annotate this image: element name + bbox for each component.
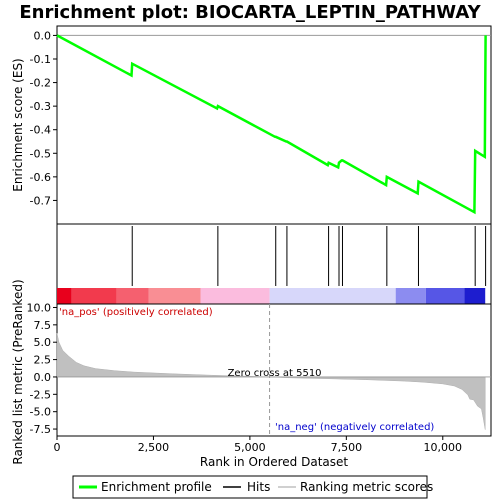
metric-y-tick-label: 2.5 (34, 354, 52, 367)
negative-correlation-label: 'na_neg' (negatively correlated) (275, 422, 434, 433)
color-bar-segment (200, 288, 270, 304)
es-y-tick-label: -0.5 (30, 147, 51, 160)
color-bar-segment (425, 288, 465, 304)
color-bar-segment (116, 288, 149, 304)
es-y-tick-label: -0.6 (30, 171, 51, 184)
es-y-axis: 0.0 -0.1 -0.2 -0.3 -0.4 -0.5 -0.6 -0.7 (30, 29, 57, 207)
es-y-tick-label: -0.2 (30, 77, 51, 90)
es-y-tick-label: -0.1 (30, 53, 51, 66)
x-tick-label: 0 (54, 441, 61, 454)
metric-x-axis: 0 2,500 5,000 7,500 10,000 (54, 436, 463, 454)
hit-markers (131, 226, 487, 286)
es-y-axis-title: Enrichment score (ES) (11, 58, 25, 191)
metric-y-tick-label: 7.5 (34, 319, 52, 332)
color-bar-segment (464, 288, 486, 304)
metric-y-tick-label: -2.5 (30, 388, 51, 401)
color-bar-segment (148, 288, 201, 304)
legend-enrichment-label: Enrichment profile (101, 480, 212, 494)
metric-y-axis: 10.0 7.5 5.0 2.5 0.0 -2.5 -5.0 -7.5 (27, 301, 57, 436)
ranked-metric-panel: Zero cross at 5510 'na_pos' (positively … (11, 279, 492, 469)
legend-box (72, 475, 428, 499)
x-tick-label: 10,000 (424, 441, 463, 454)
rank-color-bar (57, 288, 486, 304)
metric-y-axis-title: Ranked list metric (PreRanked) (11, 279, 25, 464)
zero-cross-label: Zero cross at 5510 (228, 368, 322, 379)
x-tick-label: 2,500 (138, 441, 170, 454)
es-y-tick-label: -0.3 (30, 100, 51, 113)
metric-y-tick-label: -7.5 (30, 423, 51, 436)
es-y-tick-label: -0.7 (30, 194, 51, 207)
metric-y-tick-label: 5.0 (34, 336, 52, 349)
x-tick-label: 5,000 (234, 441, 266, 454)
legend: Enrichment profile Hits Ranking metric s… (72, 475, 433, 499)
legend-metric-label: Ranking metric scores (300, 480, 433, 494)
positive-correlation-label: 'na_pos' (positively correlated) (59, 307, 213, 318)
enrichment-profile-line (56, 34, 487, 215)
hits-panel (56, 223, 492, 305)
x-tick-label: 7,500 (331, 441, 363, 454)
es-panel-frame (56, 25, 492, 225)
legend-hits-label: Hits (247, 480, 270, 494)
metric-y-tick-label: 0.0 (34, 371, 52, 384)
es-y-tick-label: 0.0 (34, 29, 52, 42)
plot-title: Enrichment plot: BIOCARTA_LEPTIN_PATHWAY (19, 2, 481, 23)
color-bar-segment (71, 288, 117, 304)
metric-y-tick-label: -5.0 (30, 406, 51, 419)
color-bar-segment (57, 288, 72, 304)
enrichment-score-panel: 0.0 -0.1 -0.2 -0.3 -0.4 -0.5 -0.6 -0.7 Enrichme… (11, 25, 492, 225)
color-bar-segment (395, 288, 426, 304)
color-bar-segment (269, 288, 396, 304)
es-y-tick-label: -0.4 (30, 124, 51, 137)
ranking-metric-area (56, 333, 486, 430)
metric-y-tick-label: 10.0 (27, 301, 52, 314)
x-axis-title: Rank in Ordered Dataset (200, 455, 348, 469)
